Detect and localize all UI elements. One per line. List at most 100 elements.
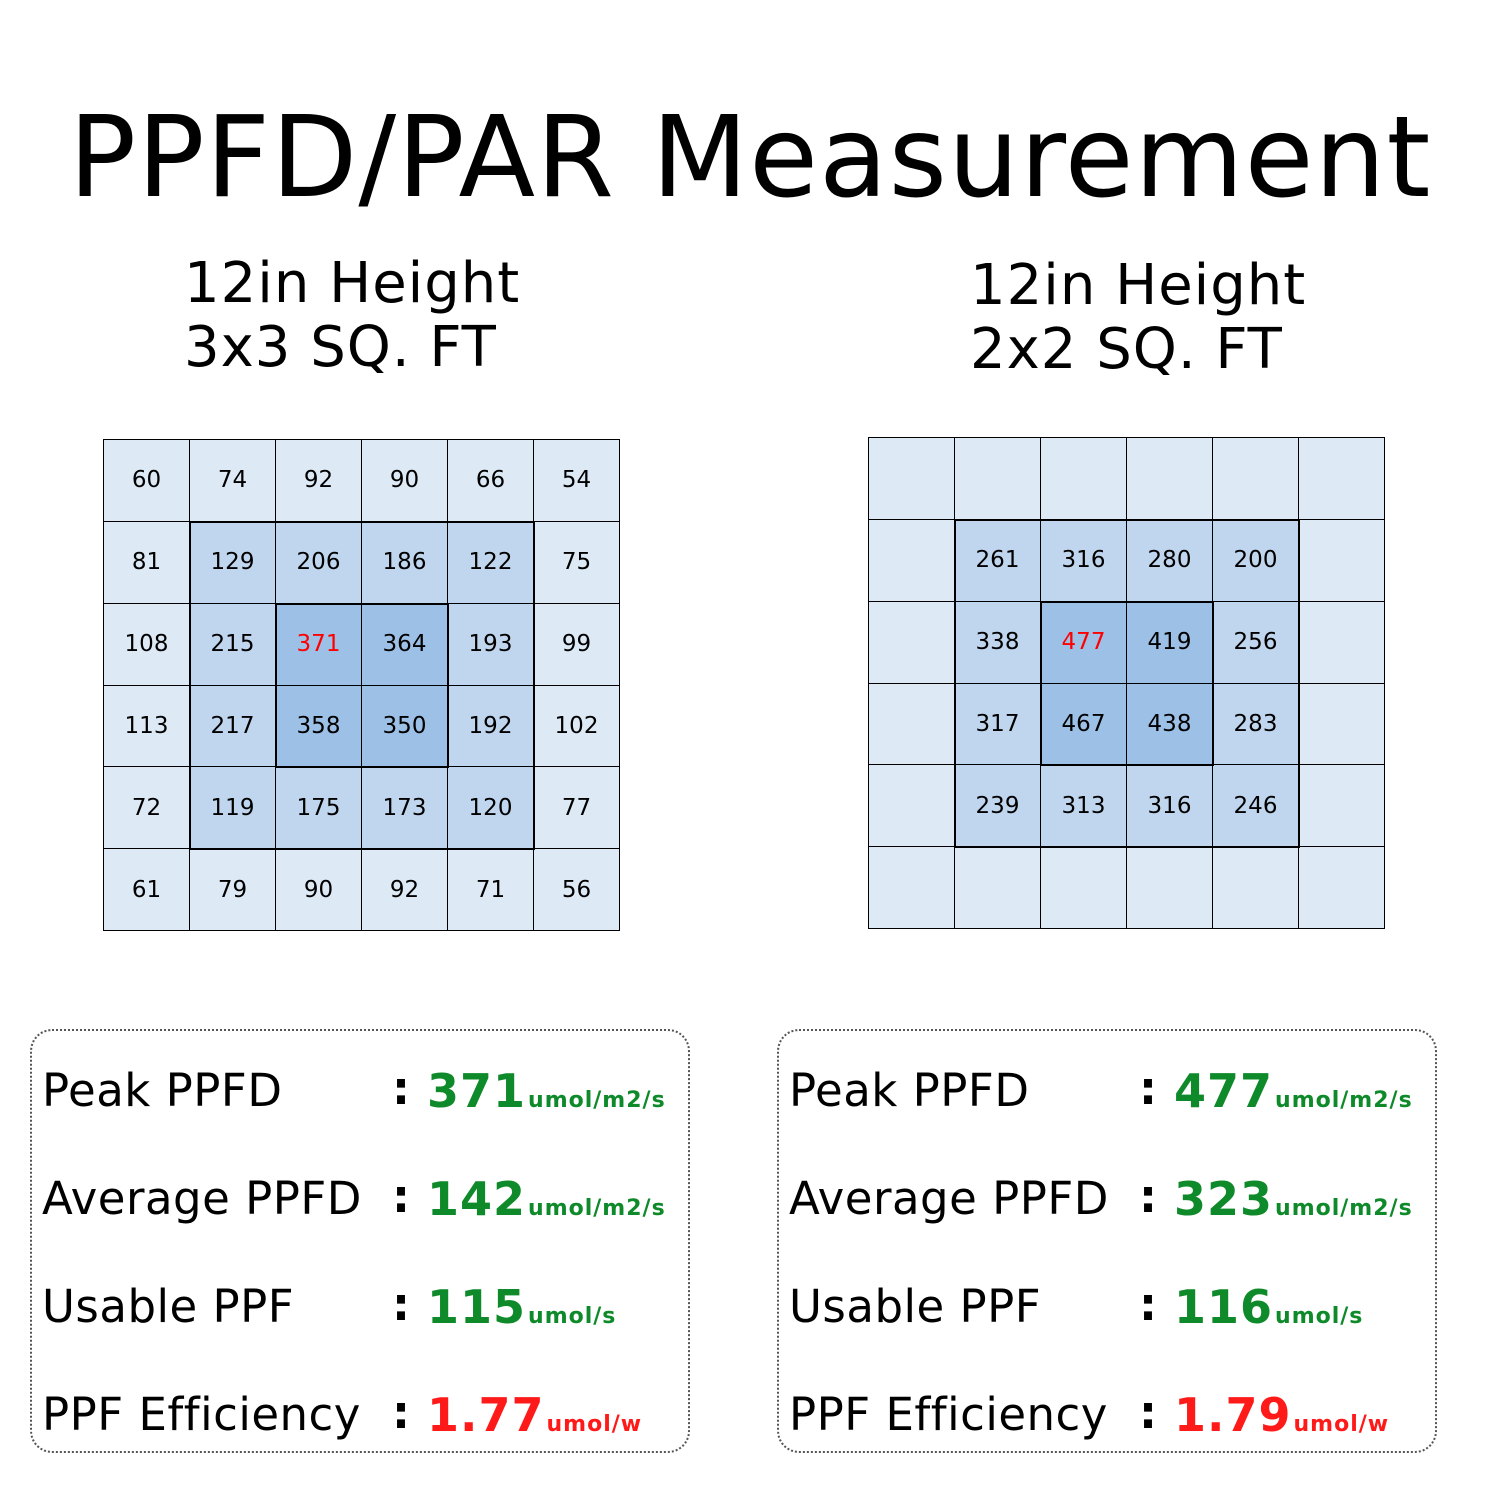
left-stat-value-group: 115umol/s [427,1277,616,1348]
left-stat-colon: : [392,1062,410,1115]
right-stat-unit: umol/m2/s [1275,1196,1413,1221]
left-grid-cell-r5c0: 61 [104,849,190,931]
right-stat-label: Peak PPFD [789,1064,1030,1117]
right-grid-cell-r2c5 [1299,601,1385,684]
left-stats-panel: Peak PPFD:371umol/m2/s Average PPFD:142um… [30,1029,690,1453]
left-grid-cell-r2c1: 215 [190,603,276,686]
left-grid-cell-r3c0: 113 [104,685,190,768]
left-stat-label: Peak PPFD [42,1064,283,1117]
right-stat-label: Average PPFD [789,1172,1109,1225]
left-grid-cell-r2c5: 99 [534,603,620,686]
left-grid-cell-r1c3: 186 [362,521,448,604]
left-grid-cell-r1c4: 122 [448,521,534,604]
left-grid-cell-r2c2: 371 [276,603,362,686]
left-grid-cell-r3c4: 192 [448,685,534,768]
left-stat-unit: umol/w [546,1412,643,1437]
left-grid-cell-r3c1: 217 [190,685,276,768]
right-stats-panel: Peak PPFD:477umol/m2/s Average PPFD:323um… [777,1029,1437,1453]
left-grid-cell-r0c5: 54 [534,440,620,522]
right-grid-cell-r3c1: 317 [955,683,1041,766]
left-grid-cell-r5c2: 90 [276,849,362,931]
right-grid-cell-r5c0 [869,847,955,929]
right-stat-unit: umol/s [1275,1304,1364,1329]
right-ppfd-grid: 261 316 280 200 338 477 419 256 317 467 438 283 239 3… [868,437,1385,929]
left-grid-cell-r0c0: 60 [104,440,190,522]
right-stat-value-group: 323umol/m2/s [1174,1169,1413,1240]
right-stat-label: Usable PPF [789,1280,1042,1333]
left-subtitle-line-1: 12in Height [184,251,521,316]
right-stat-value: 477 [1174,1064,1274,1118]
right-stat-row: PPF Efficiency:1.79umol/w [789,1385,1429,1445]
right-subtitle-line-1: 12in Height [970,253,1307,318]
left-stat-colon: : [392,1386,410,1439]
left-grid-cell-r2c0: 108 [104,603,190,686]
left-grid-cell-r5c4: 71 [448,849,534,931]
right-grid-cell-r5c2 [1041,847,1127,929]
left-grid-cell-r4c0: 72 [104,767,190,850]
right-grid-cell-r2c0 [869,601,955,684]
right-grid-cell-r3c4: 283 [1213,683,1299,766]
left-grid-cell-r1c0: 81 [104,521,190,604]
right-stat-value: 1.79 [1174,1388,1292,1442]
right-stat-unit: umol/m2/s [1275,1088,1413,1113]
left-grid-cell-r4c2: 175 [276,767,362,850]
right-grid-cell-r1c4: 200 [1213,519,1299,602]
left-grid-cell-r3c2: 358 [276,685,362,768]
right-stat-row: Usable PPF:116umol/s [789,1277,1429,1337]
right-stat-label: PPF Efficiency [789,1388,1108,1441]
right-grid-cell-r5c4 [1213,847,1299,929]
right-grid-cell-r2c1: 338 [955,601,1041,684]
page-title: PPFD/PAR Measurement [68,93,1432,223]
right-stat-value: 116 [1174,1280,1274,1334]
right-stat-value-group: 1.79umol/w [1174,1385,1389,1456]
left-grid-cell-r0c1: 74 [190,440,276,522]
right-grid-cell-r2c4: 256 [1213,601,1299,684]
right-grid-cell-r2c3: 419 [1127,601,1213,684]
left-stat-unit: umol/s [528,1304,617,1329]
right-grid-cell-r0c2 [1041,438,1127,520]
right-chart-subtitle: 12in Height 2x2 SQ. FT [970,254,1306,382]
right-stat-row: Peak PPFD:477umol/m2/s [789,1061,1429,1121]
right-grid-cell-r4c4: 246 [1213,765,1299,848]
left-stat-row: PPF Efficiency:1.77umol/w [42,1385,682,1445]
left-stat-unit: umol/m2/s [528,1196,666,1221]
left-stat-value: 1.77 [427,1388,545,1442]
right-stat-value-group: 477umol/m2/s [1174,1061,1413,1132]
left-grid-cell-r0c3: 90 [362,440,448,522]
right-stat-value: 323 [1174,1172,1274,1226]
right-grid-cell-r4c3: 316 [1127,765,1213,848]
left-grid-cell-r1c2: 206 [276,521,362,604]
right-stat-unit: umol/w [1293,1412,1390,1437]
right-grid-cell-r1c3: 280 [1127,519,1213,602]
left-grid-cell-r4c1: 119 [190,767,276,850]
left-subtitle-line-2: 3x3 SQ. FT [184,315,497,380]
left-stat-value: 371 [427,1064,527,1118]
left-grid-cell-r4c4: 120 [448,767,534,850]
left-stat-label: Average PPFD [42,1172,362,1225]
left-grid-cell-r2c3: 364 [362,603,448,686]
left-stat-colon: : [392,1170,410,1223]
right-grid-cell-r0c0 [869,438,955,520]
left-grid-cell-r5c1: 79 [190,849,276,931]
right-stat-colon: : [1139,1386,1157,1439]
left-grid-cell-r2c4: 193 [448,603,534,686]
right-grid-cell-r4c5 [1299,765,1385,848]
left-stat-value: 142 [427,1172,527,1226]
right-grid-cell-r0c1 [955,438,1041,520]
right-grid-cell-r3c3: 438 [1127,683,1213,766]
right-stat-value-group: 116umol/s [1174,1277,1363,1348]
right-stat-colon: : [1139,1278,1157,1331]
right-grid-cell-r4c1: 239 [955,765,1041,848]
right-stat-row: Average PPFD:323umol/m2/s [789,1169,1429,1229]
left-grid-cell-r0c2: 92 [276,440,362,522]
right-stat-colon: : [1139,1062,1157,1115]
right-stat-colon: : [1139,1170,1157,1223]
left-grid-cell-r1c5: 75 [534,521,620,604]
left-stat-value-group: 371umol/m2/s [427,1061,666,1132]
left-stat-colon: : [392,1278,410,1331]
left-chart-subtitle: 12in Height 3x3 SQ. FT [184,252,520,380]
left-grid-cell-r5c5: 56 [534,849,620,931]
right-subtitle-line-2: 2x2 SQ. FT [970,317,1283,382]
left-grid-cell-r4c3: 173 [362,767,448,850]
left-stat-row: Average PPFD:142umol/m2/s [42,1169,682,1229]
